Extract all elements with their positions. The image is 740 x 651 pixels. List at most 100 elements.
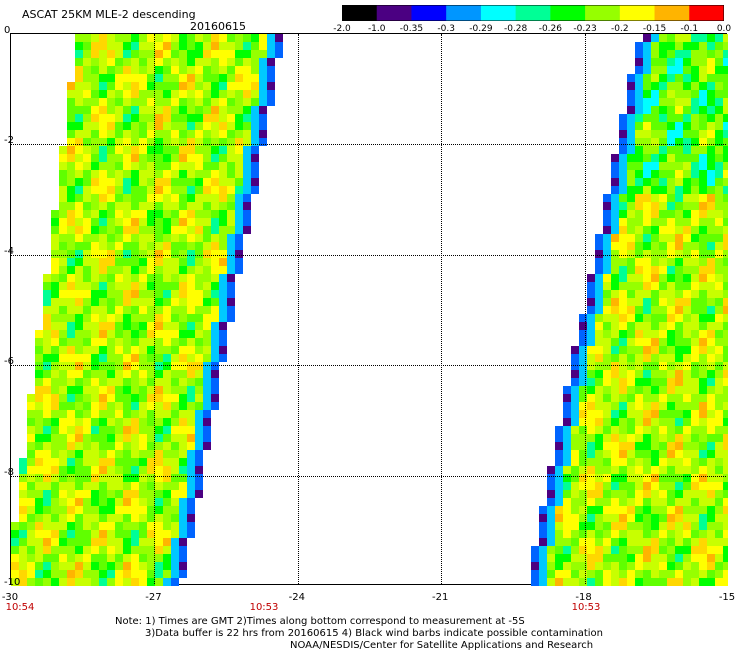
swath-row bbox=[67, 106, 267, 114]
note-line-2: 3)Data buffer is 22 hrs from 20160615 4)… bbox=[145, 628, 603, 639]
swath-row bbox=[539, 522, 728, 530]
colorbar-label: 0.0 bbox=[716, 24, 732, 34]
x-tick-label: -21 bbox=[432, 592, 449, 603]
swath-row bbox=[35, 386, 219, 394]
swath-row bbox=[43, 282, 235, 290]
x-tick-label: -24 bbox=[288, 592, 305, 603]
colorbar-segment bbox=[619, 5, 656, 21]
swath-row bbox=[35, 354, 227, 362]
note-line-1: Note: 1) Times are GMT 2)Times along bot… bbox=[115, 616, 525, 627]
swath-row bbox=[571, 378, 728, 386]
colorbar-segment bbox=[446, 5, 482, 21]
swath-row bbox=[547, 498, 728, 506]
swath-row bbox=[43, 298, 235, 306]
y-tick-label: 0 bbox=[4, 25, 11, 36]
grid-line bbox=[11, 254, 726, 256]
swath-row bbox=[595, 250, 728, 258]
swath-row bbox=[19, 506, 195, 514]
product-title: ASCAT 25KM MLE-2 descending bbox=[22, 8, 196, 21]
swath-row bbox=[531, 546, 728, 554]
swath-row bbox=[67, 90, 275, 98]
grid-line bbox=[441, 34, 443, 584]
swath-row bbox=[595, 266, 728, 274]
swath-row bbox=[531, 578, 728, 586]
colorbar-label: -0.29 bbox=[469, 24, 493, 34]
y-tick-label: -2 bbox=[4, 135, 14, 147]
swath-row bbox=[51, 226, 251, 234]
swath-row bbox=[75, 42, 283, 50]
swath-row bbox=[19, 474, 203, 482]
swath-row bbox=[587, 298, 728, 306]
swath-row bbox=[555, 458, 728, 466]
swath-row bbox=[75, 50, 283, 58]
swath-data bbox=[11, 34, 728, 586]
colorbar-segment bbox=[550, 5, 586, 21]
swath-row bbox=[51, 266, 243, 274]
colorbar-segment bbox=[689, 5, 724, 21]
swath-row bbox=[627, 106, 728, 114]
colorbar-label: -2.0 bbox=[333, 24, 351, 34]
swath-row bbox=[43, 306, 235, 314]
swath-row bbox=[555, 434, 728, 442]
swath-row bbox=[27, 410, 211, 418]
swath-row bbox=[67, 114, 267, 122]
swath-row bbox=[627, 98, 728, 106]
swath-row bbox=[627, 74, 728, 82]
colorbar-label: -0.3 bbox=[437, 24, 455, 34]
swath-row bbox=[571, 346, 728, 354]
swath-row bbox=[19, 514, 195, 522]
swath-row bbox=[547, 466, 728, 474]
swath-row bbox=[619, 114, 728, 122]
note-line-3: NOAA/NESDIS/Center for Satellite Applica… bbox=[290, 640, 594, 651]
swath-row bbox=[619, 122, 728, 130]
swath-row bbox=[635, 58, 728, 66]
swath-row bbox=[579, 322, 728, 330]
swath-row bbox=[75, 58, 275, 66]
swath-row bbox=[11, 554, 187, 562]
colorbar-segment bbox=[654, 5, 690, 21]
swath-row bbox=[547, 482, 728, 490]
colorbar-label: -0.35 bbox=[399, 24, 424, 34]
swath-row bbox=[555, 426, 728, 434]
time-label: 10:53 bbox=[249, 602, 279, 613]
colorbar-label: -0.1 bbox=[680, 24, 699, 34]
x-tick-label: -30 bbox=[1, 592, 19, 603]
swath-row bbox=[595, 234, 728, 242]
swath-row bbox=[563, 402, 728, 410]
swath-row bbox=[539, 506, 728, 514]
swath-row bbox=[19, 482, 203, 490]
colorbar-segment bbox=[515, 5, 551, 21]
swath-row bbox=[531, 562, 728, 570]
x-tick-label: -18 bbox=[575, 592, 592, 603]
grid-line bbox=[297, 34, 299, 584]
grid-line bbox=[11, 475, 726, 477]
swath-row bbox=[555, 450, 728, 458]
swath-row bbox=[19, 458, 203, 466]
swath-row bbox=[51, 234, 243, 242]
map-plot bbox=[10, 33, 728, 586]
swath-row bbox=[611, 186, 728, 194]
swath-row bbox=[35, 370, 219, 378]
colorbar-segment bbox=[480, 5, 517, 21]
swath-row bbox=[19, 466, 203, 474]
swath-row bbox=[603, 210, 728, 218]
swath-row bbox=[67, 122, 267, 130]
swath-row bbox=[571, 354, 728, 362]
colorbar-segment bbox=[376, 5, 412, 21]
y-tick-label: -4 bbox=[4, 245, 14, 257]
x-tick-label: -27 bbox=[145, 592, 162, 603]
swath-row bbox=[635, 66, 728, 74]
time-label: 10:53 bbox=[571, 602, 601, 613]
swath-row bbox=[579, 314, 728, 322]
swath-row bbox=[59, 146, 259, 154]
date-label: 20160615 bbox=[190, 20, 246, 33]
colorbar-label: -0.15 bbox=[642, 24, 667, 34]
swath-row bbox=[563, 394, 728, 402]
swath-row bbox=[59, 202, 251, 210]
swath-row bbox=[51, 258, 243, 266]
y-tick-label: -6 bbox=[4, 356, 14, 368]
swath-row bbox=[51, 218, 251, 226]
x-tick-label: -15 bbox=[718, 592, 736, 603]
swath-row bbox=[35, 338, 227, 346]
swath-row bbox=[619, 138, 728, 146]
